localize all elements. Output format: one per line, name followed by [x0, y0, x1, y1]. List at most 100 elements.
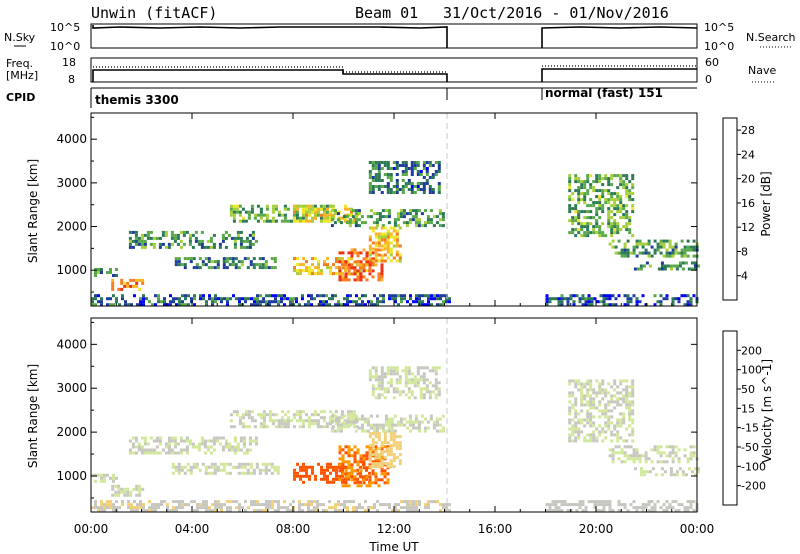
power-cell [229, 210, 233, 214]
power-cell [233, 236, 237, 240]
velocity-cell [276, 468, 280, 472]
velocity-cell [607, 382, 611, 386]
velocity-cell [174, 465, 178, 469]
velocity-cell [252, 468, 256, 472]
velocity-cell [316, 500, 319, 504]
power-cell [683, 294, 687, 298]
power-cell [174, 263, 178, 267]
velocity-cell [121, 503, 124, 507]
power-cell [317, 266, 320, 270]
power-cell [592, 186, 596, 190]
power-cell [372, 221, 376, 225]
velocity-cell [134, 436, 138, 440]
velocity-cell [568, 433, 572, 437]
power-cell [403, 294, 406, 298]
power-cell [344, 275, 348, 279]
velocity-cell [274, 509, 277, 513]
power-cell [319, 216, 323, 220]
velocity-cell [362, 475, 366, 479]
velocity-cell [365, 454, 369, 458]
power-cell [407, 179, 411, 182]
power-cell [322, 303, 325, 307]
velocity-cell [386, 387, 390, 391]
power-cell [686, 248, 690, 252]
velocity-cell [371, 438, 375, 442]
velocity-cell [692, 500, 696, 504]
power-cell [414, 212, 418, 216]
power-cell [626, 239, 630, 243]
velocity-cell [205, 506, 208, 510]
velocity-cell [374, 375, 378, 379]
velocity-cell [344, 445, 348, 449]
velocity-cell [203, 451, 207, 455]
power-cell [383, 164, 387, 167]
power-cell [121, 294, 124, 298]
power-cell [571, 228, 575, 232]
power-cell [420, 224, 424, 228]
velocity-cell [222, 465, 226, 469]
velocity-cell [212, 442, 216, 446]
velocity-cell [329, 465, 332, 469]
velocity-cell [313, 509, 316, 513]
velocity-cell [387, 426, 391, 430]
velocity-cell [307, 503, 310, 507]
velocity-cell [167, 445, 171, 449]
x-axis-label: Time UT [368, 540, 419, 554]
power-cell [356, 254, 360, 258]
power-cell [628, 228, 632, 232]
power-cell [427, 294, 430, 298]
power-cell [274, 294, 277, 298]
velocity-cell [319, 503, 322, 507]
velocity-cell [583, 382, 587, 386]
velocity-cell [592, 391, 596, 395]
power-cell [662, 242, 666, 246]
velocity-cell [258, 471, 262, 475]
power-cell [211, 300, 214, 304]
power-cell [277, 210, 281, 214]
power-cell [566, 300, 570, 304]
velocity-cell [340, 503, 343, 507]
velocity-cell [580, 385, 584, 389]
power-cell [427, 300, 430, 304]
power-cell [668, 242, 672, 246]
power-cell [638, 239, 642, 243]
velocity-cell [239, 448, 243, 452]
velocity-cell [598, 400, 602, 404]
velocity-cell [389, 453, 393, 457]
power-cell [340, 303, 343, 307]
velocity-cell [347, 445, 351, 449]
power-cell [341, 272, 344, 276]
power-cell [431, 173, 435, 176]
velocity-cell [175, 509, 178, 513]
power-cell [622, 183, 626, 187]
velocity-cell [622, 394, 626, 398]
velocity-cell [395, 456, 399, 460]
velocity-cell [571, 439, 575, 443]
velocity-cell [599, 503, 603, 507]
velocity-cell [138, 487, 142, 491]
power-cell [613, 213, 617, 217]
velocity-cell [352, 506, 355, 510]
power-cell [299, 219, 302, 223]
velocity-cell [332, 477, 335, 481]
velocity-cell [224, 439, 228, 443]
x-tick-label: 08:00 [276, 522, 311, 536]
velocity-cell [641, 454, 645, 458]
velocity-cell [622, 415, 626, 419]
power-cell [589, 222, 593, 226]
velocity-cell [438, 417, 442, 421]
power-cell [613, 228, 617, 232]
velocity-cell [415, 500, 418, 504]
velocity-cell [331, 506, 334, 510]
power-cell [342, 215, 346, 219]
power-cell [607, 222, 611, 226]
power-cell [569, 297, 573, 301]
power-cell [320, 219, 323, 223]
velocity-cell [149, 448, 153, 452]
velocity-cell [577, 412, 581, 416]
velocity-cell [409, 503, 412, 507]
power-cell [398, 256, 402, 260]
velocity-cell [350, 454, 354, 458]
power-cell [239, 242, 243, 246]
